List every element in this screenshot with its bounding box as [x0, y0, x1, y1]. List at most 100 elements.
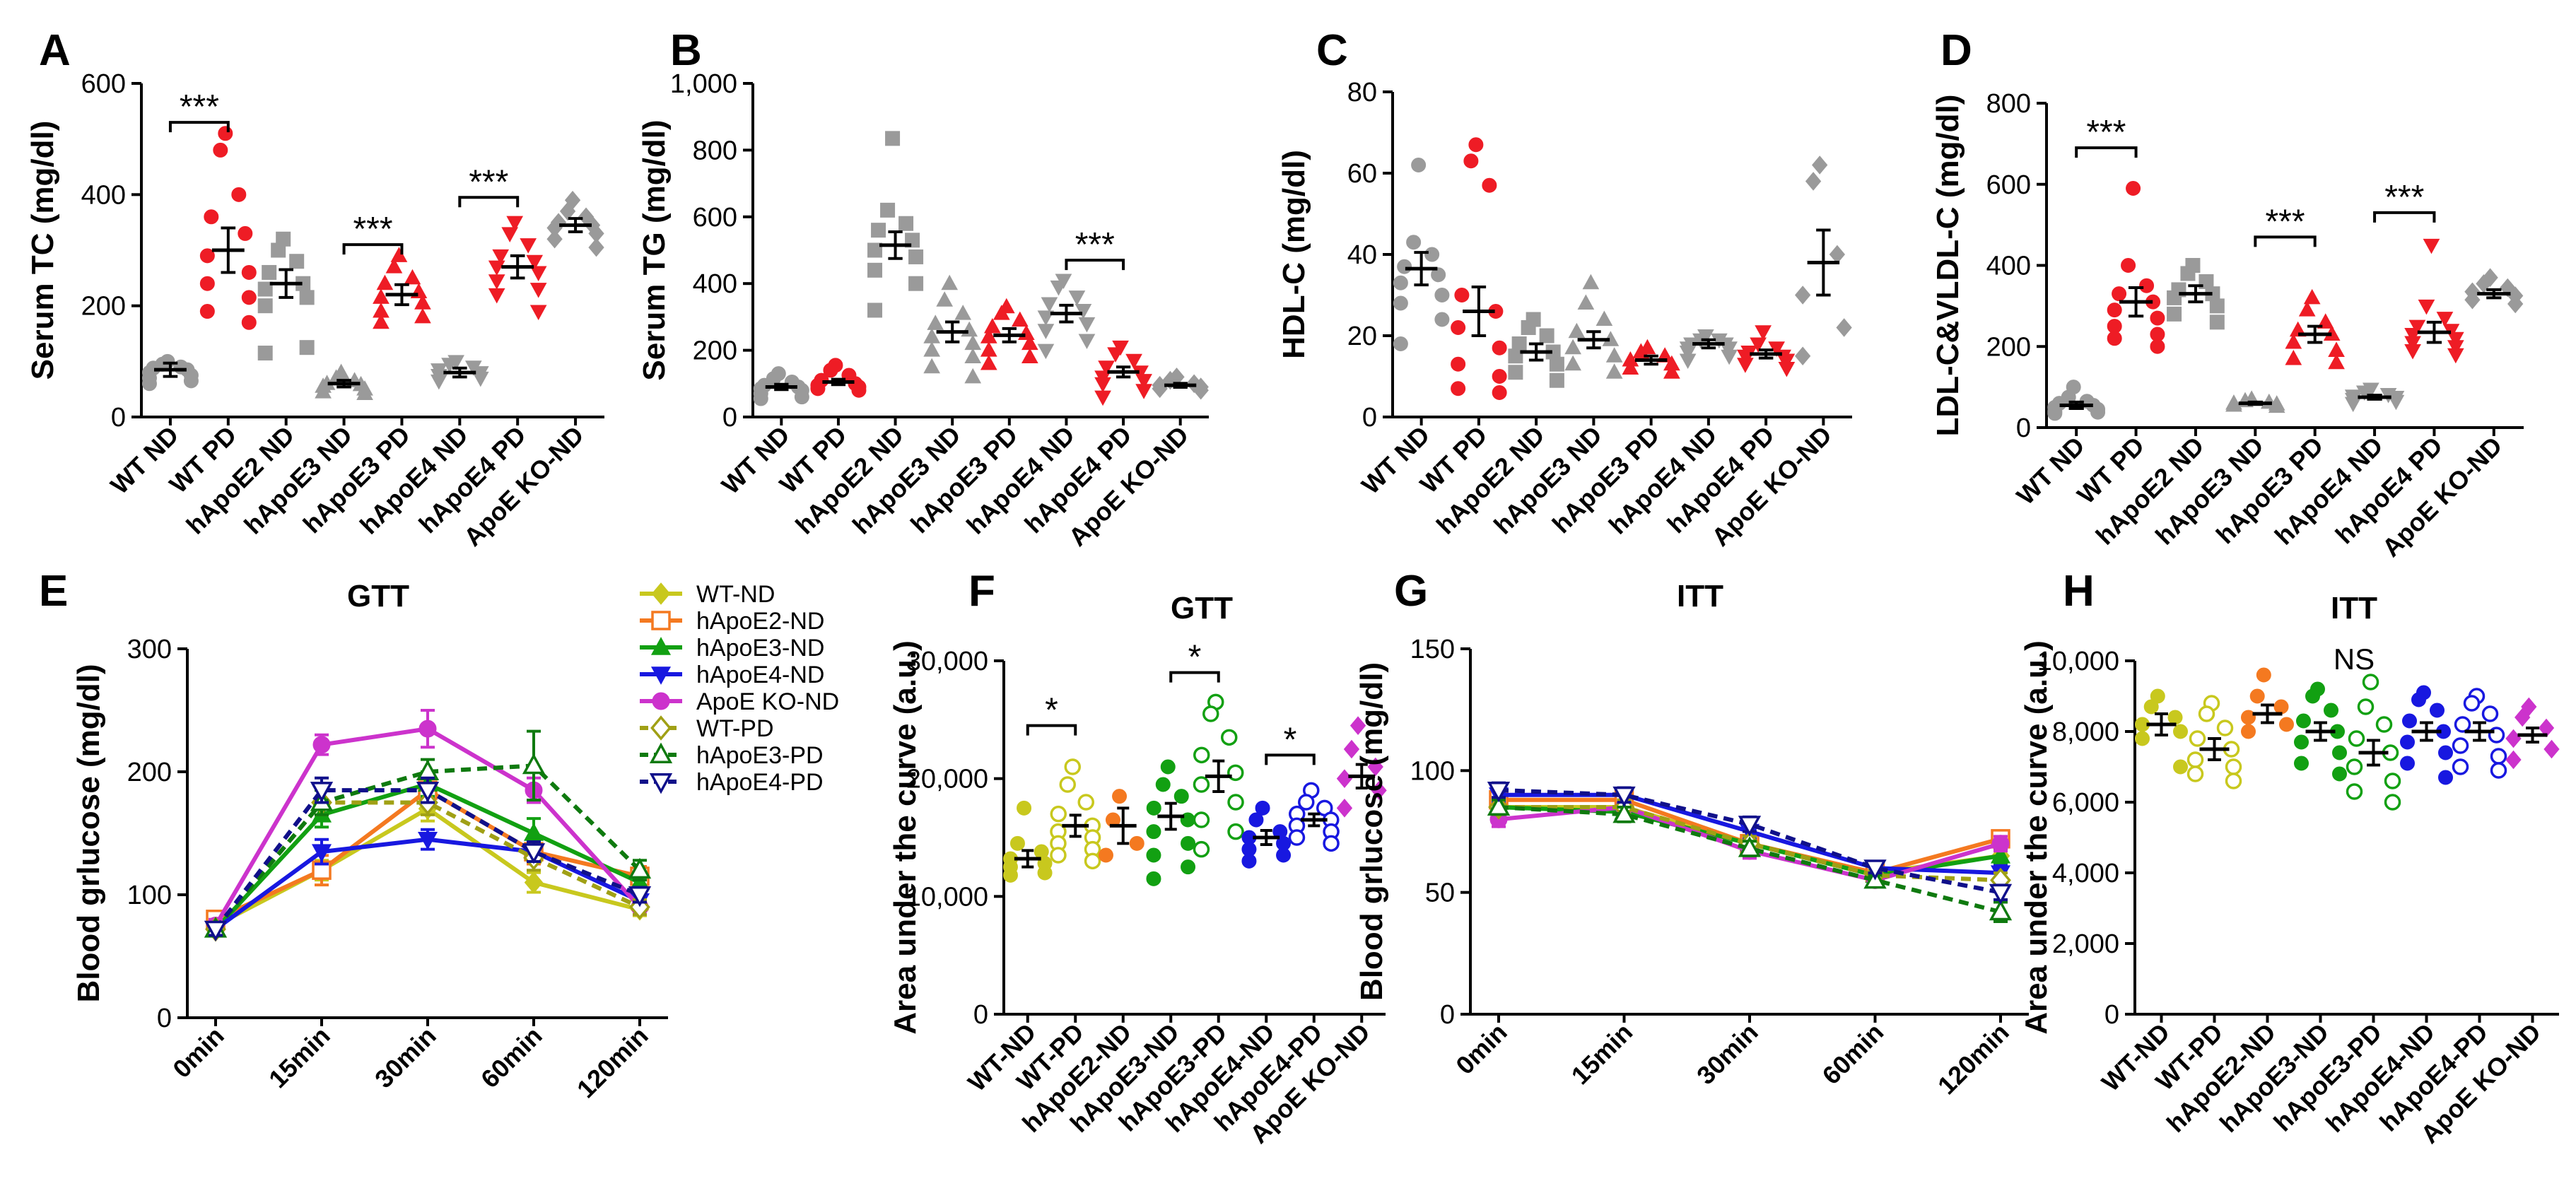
- data-point-D: [2107, 331, 2122, 346]
- data-point-C: [1721, 341, 1738, 357]
- series-point-E: [522, 843, 546, 864]
- data-point-A: [241, 264, 257, 280]
- data-point-H: [2332, 745, 2347, 760]
- legend-marker: [650, 715, 672, 741]
- series-point-G: [1738, 836, 1762, 857]
- significance-bracket-D: [2075, 146, 2138, 158]
- data-point-A: [218, 126, 233, 141]
- significance-label-F: *: [1188, 639, 1202, 676]
- data-point-F: [1009, 835, 1025, 851]
- data-point-H: [2375, 716, 2393, 733]
- data-point-C: [1411, 158, 1427, 172]
- data-point-H: [2225, 772, 2242, 789]
- data-point-B: [954, 305, 972, 320]
- data-point-A: [506, 216, 524, 232]
- data-point-F: [1221, 729, 1238, 746]
- data-point-C: [1564, 355, 1581, 371]
- annotation-H: NS: [2334, 642, 2375, 676]
- data-point-A: [231, 187, 247, 202]
- panel-letter-G: G: [1394, 567, 1428, 616]
- y-axis-label-H: Area under the curve (a.u.): [2019, 640, 2054, 1034]
- legend-marker: [652, 692, 670, 710]
- data-point-C: [1794, 286, 1811, 305]
- data-point-B: [1135, 374, 1152, 389]
- data-point-C: [1434, 312, 1450, 327]
- data-point-A: [257, 346, 273, 361]
- series-point-E: [310, 782, 334, 803]
- data-point-A: [520, 238, 537, 254]
- y-tick-label-G: 50: [1425, 879, 1455, 908]
- y-tick-label-B: 1,000: [670, 69, 737, 99]
- significance-label-A: ***: [469, 163, 508, 201]
- y-tick-label-H: 2,000: [2052, 929, 2119, 959]
- data-point-A: [356, 384, 373, 400]
- data-point-H: [2294, 756, 2309, 771]
- data-point-A: [241, 315, 257, 330]
- data-point-H: [2143, 699, 2159, 715]
- data-point-B: [923, 341, 941, 357]
- data-point-A: [373, 313, 390, 329]
- data-point-F: [1193, 746, 1210, 764]
- data-point-A: [529, 283, 547, 298]
- data-point-B: [980, 354, 997, 370]
- data-point-B: [1037, 324, 1055, 339]
- data-point-A: [430, 374, 447, 390]
- series-point-E: [417, 832, 438, 850]
- data-point-B: [823, 363, 838, 378]
- data-point-H: [2521, 697, 2537, 717]
- data-point-D: [2328, 353, 2345, 370]
- data-point-C: [1737, 349, 1754, 365]
- data-point-C: [1679, 353, 1697, 370]
- data-point-B: [964, 368, 982, 384]
- data-point-D: [2423, 238, 2440, 254]
- significance-label-D: ***: [2384, 179, 2424, 216]
- data-point-A: [213, 142, 228, 158]
- data-point-C: [1397, 259, 1412, 274]
- x-tick-label-G: 120min: [1932, 1018, 2015, 1100]
- series-point-G: [1612, 801, 1636, 823]
- data-point-H: [2186, 751, 2204, 768]
- data-point-H: [2296, 713, 2311, 729]
- data-point-D: [2112, 286, 2127, 302]
- significance-bracket-F: [1169, 671, 1220, 683]
- data-point-H: [2362, 674, 2379, 691]
- data-point-C: [1663, 363, 1680, 379]
- data-point-A: [559, 201, 576, 221]
- data-point-F: [1037, 865, 1053, 881]
- y-tick-label-E: 300: [127, 635, 172, 664]
- data-point-F: [1336, 799, 1353, 818]
- data-point-F: [1050, 847, 1067, 864]
- data-point-H: [2173, 759, 2188, 775]
- data-point-C: [1393, 336, 1408, 351]
- data-point-B: [1094, 377, 1111, 393]
- data-point-A: [501, 227, 519, 242]
- data-point-D: [2507, 294, 2524, 314]
- data-point-C: [1463, 153, 1479, 169]
- data-point-D: [2139, 278, 2155, 293]
- data-point-H: [2454, 716, 2471, 733]
- data-point-D: [2285, 349, 2302, 365]
- data-point-H: [2411, 692, 2426, 707]
- y-axis-label-E: Blood grlucose (mg/dl): [71, 664, 106, 1002]
- data-point-B: [908, 249, 924, 264]
- y-tick-label-D: 0: [2016, 413, 2031, 443]
- data-point-C: [1836, 318, 1852, 337]
- y-tick-label-D: 400: [1986, 252, 2031, 281]
- data-point-C: [1829, 245, 1846, 264]
- series-point-E: [418, 719, 437, 738]
- data-point-C: [1564, 339, 1581, 355]
- data-point-C: [1582, 274, 1600, 290]
- data-point-B: [964, 348, 982, 364]
- x-tick-label-E: 60min: [475, 1021, 548, 1094]
- data-point-A: [204, 209, 219, 225]
- y-tick-label-A: 600: [81, 69, 126, 99]
- data-point-D: [2436, 312, 2454, 327]
- data-point-D: [2268, 397, 2285, 413]
- data-point-B: [964, 334, 982, 351]
- data-point-H: [2273, 699, 2289, 715]
- data-point-B: [1125, 353, 1142, 370]
- y-axis-label-F: Area under the curve (a.u.): [888, 640, 923, 1034]
- data-point-A: [414, 307, 431, 324]
